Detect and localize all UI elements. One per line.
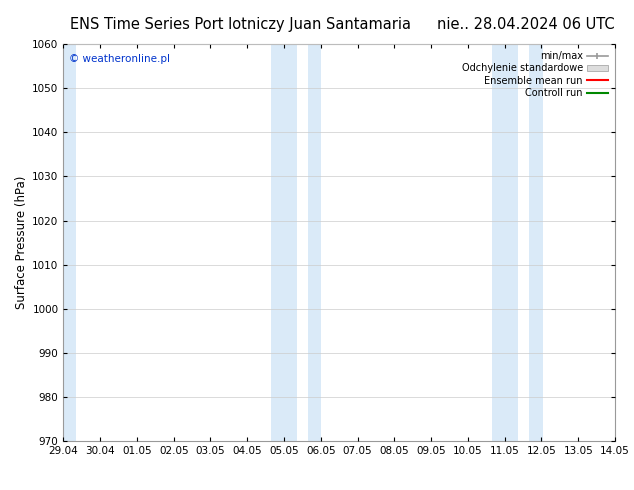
Bar — [60, 44, 76, 441]
Bar — [492, 44, 517, 441]
Y-axis label: Surface Pressure (hPa): Surface Pressure (hPa) — [15, 176, 28, 309]
Bar — [529, 44, 543, 441]
Text: © weatheronline.pl: © weatheronline.pl — [69, 54, 170, 64]
Legend: min/max, Odchylenie standardowe, Ensemble mean run, Controll run: min/max, Odchylenie standardowe, Ensembl… — [460, 49, 610, 100]
Text: ENS Time Series Port lotniczy Juan Santamaria: ENS Time Series Port lotniczy Juan Santa… — [70, 17, 411, 32]
Bar — [308, 44, 321, 441]
Bar — [271, 44, 297, 441]
Text: nie.. 28.04.2024 06 UTC: nie.. 28.04.2024 06 UTC — [437, 17, 615, 32]
